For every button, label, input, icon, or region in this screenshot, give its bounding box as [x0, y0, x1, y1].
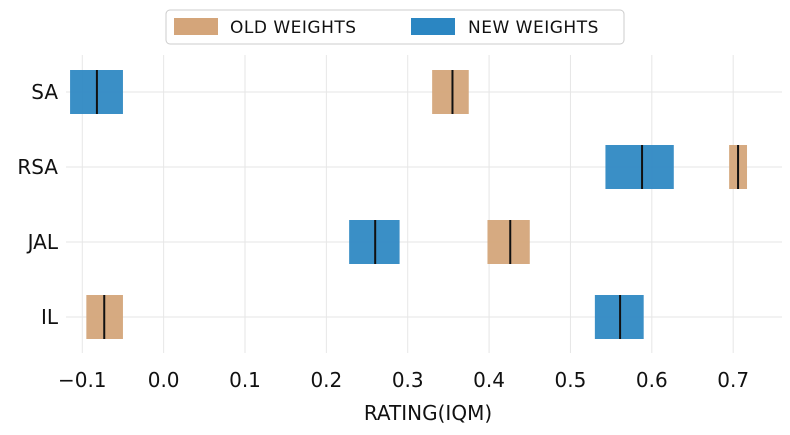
y-tick-label: JAL [26, 230, 59, 254]
x-tick-label: 0.5 [555, 368, 587, 392]
legend-swatch-old-weights [174, 18, 218, 35]
legend-label-old-weights: OLD WEIGHTS [230, 18, 357, 38]
legend: OLD WEIGHTS NEW WEIGHTS [165, 9, 625, 45]
interval-bar-new-weights-rsa [605, 145, 674, 189]
x-tick-label: 0.7 [717, 368, 749, 392]
y-tick-label: RSA [17, 155, 58, 179]
y-tick-label: SA [31, 80, 58, 104]
y-tick-labels: SA RSA JAL IL [17, 80, 59, 329]
x-tick-label: 0.6 [636, 368, 668, 392]
x-tick-label: 0.0 [148, 368, 180, 392]
x-tick-label: 0.3 [392, 368, 424, 392]
legend-swatch-new-weights [411, 18, 455, 35]
x-axis-title: RATING(IQM) [364, 401, 492, 425]
legend-label-new-weights: NEW WEIGHTS [468, 18, 599, 38]
x-tick-label: 0.4 [473, 368, 505, 392]
grid-layer [66, 55, 782, 353]
bars-layer [70, 70, 748, 339]
interval-bar-old-weights-jal [487, 220, 530, 264]
x-tick-labels: −0.1 0.0 0.1 0.2 0.3 0.4 0.5 0.6 0.7 [58, 368, 749, 392]
x-tick-label: −0.1 [58, 368, 107, 392]
interval-bar-old-weights-sa [432, 70, 469, 114]
x-tick-label: 0.2 [310, 368, 342, 392]
legend-frame [165, 9, 625, 45]
y-tick-label: IL [41, 305, 59, 329]
x-tick-label: 0.1 [229, 368, 261, 392]
